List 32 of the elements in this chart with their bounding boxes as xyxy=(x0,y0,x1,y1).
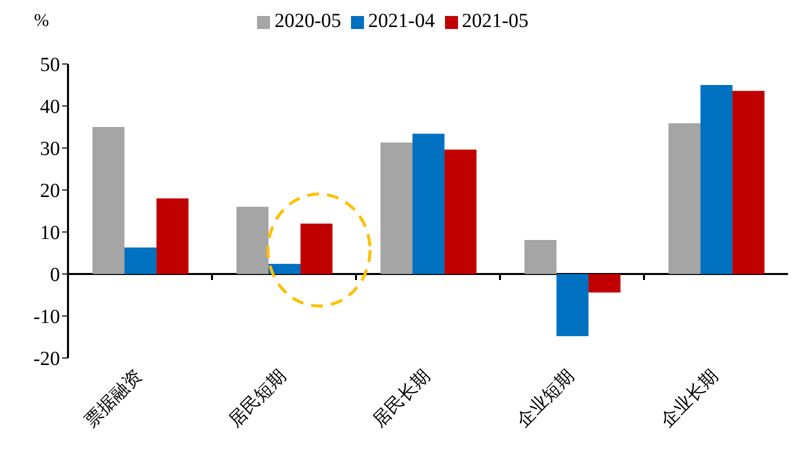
bar xyxy=(236,206,268,274)
bar xyxy=(124,248,156,274)
legend-label: 2021-04 xyxy=(368,10,435,32)
bar xyxy=(588,274,620,292)
y-tick-label: 10 xyxy=(40,222,60,244)
y-tick-label: 50 xyxy=(40,54,60,76)
x-tick-label: 票据融资 xyxy=(80,366,146,431)
legend-label: 2021-05 xyxy=(462,10,528,32)
y-axis-title: % xyxy=(34,10,49,31)
y-tick-label: 20 xyxy=(40,180,60,202)
bar xyxy=(92,127,124,274)
bar xyxy=(268,264,300,274)
bar xyxy=(156,198,188,274)
bar xyxy=(732,90,764,274)
bar xyxy=(444,150,476,274)
y-tick-label: 30 xyxy=(40,138,60,160)
x-tick-label: 居民短期 xyxy=(224,366,290,431)
bar xyxy=(700,85,732,274)
bar xyxy=(300,224,332,274)
x-tick-label: 居民长期 xyxy=(368,366,434,431)
bar xyxy=(668,123,700,274)
y-tick-label: -10 xyxy=(33,306,60,328)
y-tick-label: -20 xyxy=(33,348,60,370)
x-tick-label: 企业长期 xyxy=(656,366,722,431)
bar xyxy=(412,134,444,274)
y-tick-label: 0 xyxy=(50,264,60,286)
bar xyxy=(556,274,588,336)
legend-label: 2020-05 xyxy=(274,10,342,32)
x-tick-label: 企业短期 xyxy=(512,366,578,431)
bar xyxy=(380,142,412,274)
y-tick-label: 40 xyxy=(40,96,60,118)
bar xyxy=(524,240,556,274)
